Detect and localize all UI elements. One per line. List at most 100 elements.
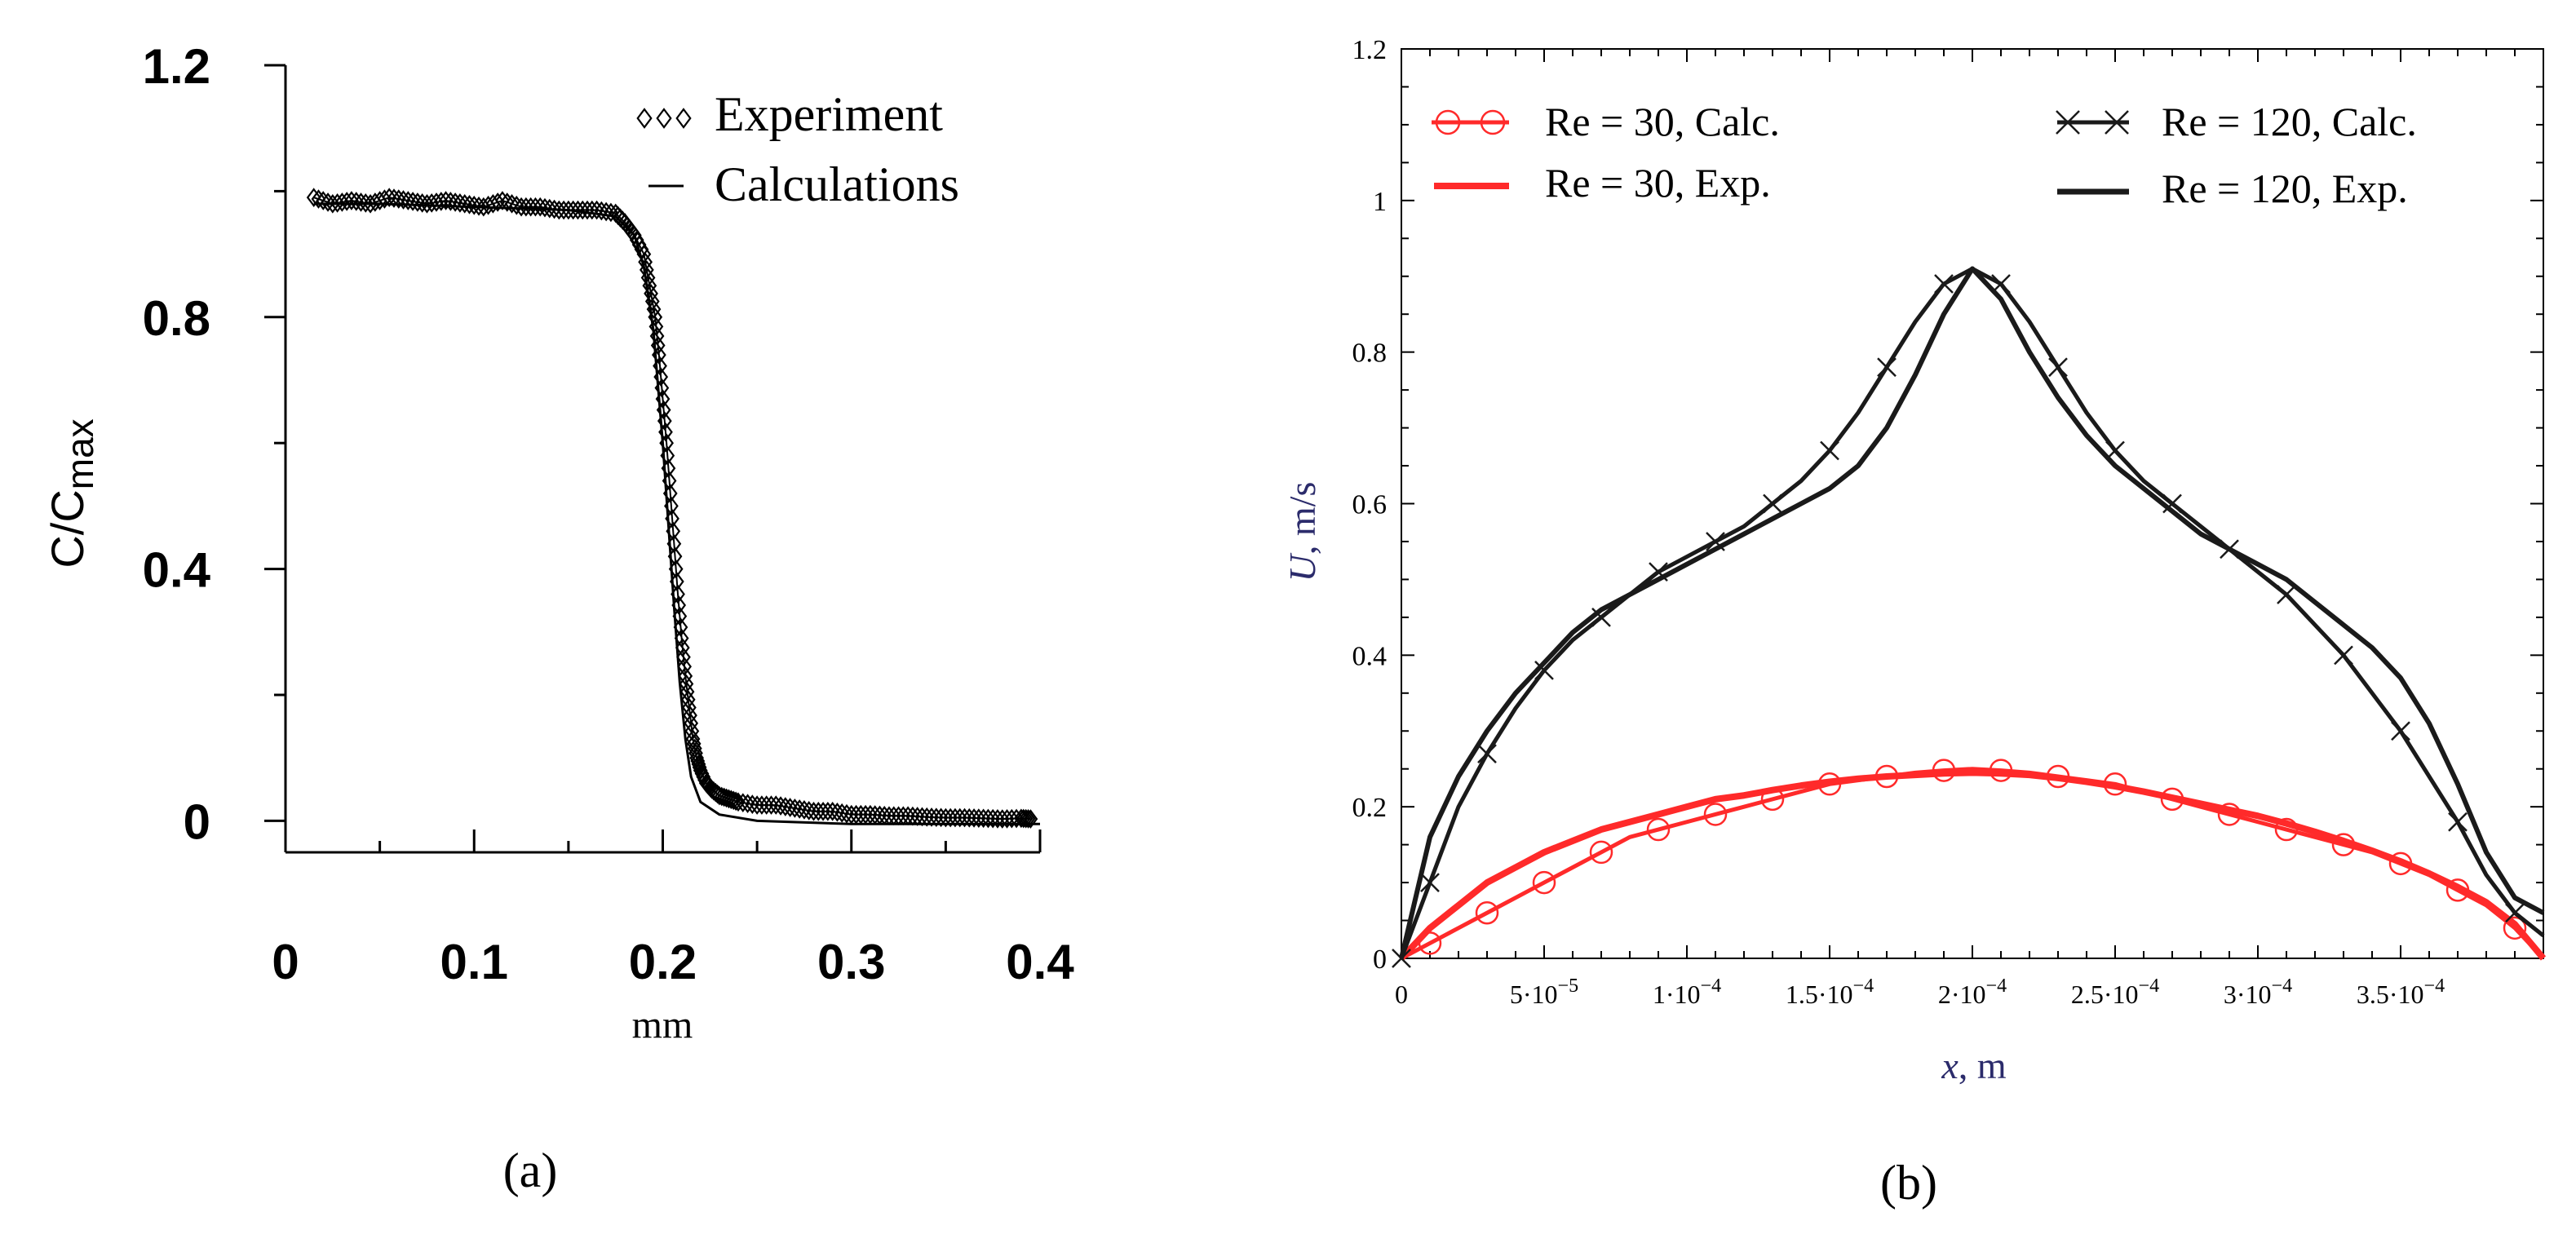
panel-b-x-tick-label: 3.5·10−4 xyxy=(2357,975,2445,1009)
series-experiment-marker xyxy=(514,197,529,217)
series-experiment-marker xyxy=(382,188,397,207)
series-experiment-marker xyxy=(518,197,533,217)
series-experiment-marker xyxy=(688,743,703,763)
series-experiment-marker xyxy=(556,200,571,220)
series-experiment-marker xyxy=(652,345,666,365)
tick-exponent: −4 xyxy=(2139,975,2160,997)
panel-b-x-tick-label: 1·10−4 xyxy=(1653,975,1721,1009)
panel-a-y-axis-label-sub: max xyxy=(59,418,101,489)
series-experiment-marker xyxy=(839,803,854,824)
series-experiment-marker xyxy=(910,807,925,826)
series-experiment-marker xyxy=(414,193,430,213)
series-re120-calc-line xyxy=(1399,266,2545,959)
series-experiment-marker xyxy=(924,807,939,827)
series-experiment-marker xyxy=(740,794,755,814)
series-experiment-marker xyxy=(659,433,674,453)
series-experiment-marker xyxy=(509,195,524,215)
series-experiment-marker xyxy=(396,190,411,210)
series-experiment-marker xyxy=(594,201,609,221)
tick-exponent: −5 xyxy=(1558,975,1579,997)
panel-b-x-tick-label: 3·10−4 xyxy=(2224,975,2292,1009)
series-experiment-marker xyxy=(589,200,604,220)
series-experiment-marker xyxy=(523,197,538,217)
series-experiment-marker xyxy=(858,804,873,825)
series-re120-calc-marker xyxy=(2048,357,2068,378)
legend-calculations-label: Calculations xyxy=(715,157,959,211)
series-experiment-marker xyxy=(685,729,701,749)
series-experiment-marker xyxy=(787,798,803,818)
series-experiment-marker xyxy=(768,795,784,815)
tick-base: 3·10 xyxy=(2224,980,2272,1009)
series-experiment-marker xyxy=(905,806,920,826)
series-experiment-marker xyxy=(654,378,670,398)
series-re30-calc-marker xyxy=(1475,901,1499,925)
series-experiment-marker xyxy=(952,807,967,828)
series-re120-calc-marker xyxy=(2162,493,2182,514)
series-experiment-marker xyxy=(533,197,548,217)
series-experiment-marker xyxy=(448,192,463,212)
panel-b-y-axis-unit: , m/s xyxy=(1281,482,1323,555)
series-experiment-marker xyxy=(667,546,683,566)
series-experiment-marker xyxy=(825,801,840,821)
tick-exponent: −4 xyxy=(1986,975,2007,997)
panel-b-x-tick-label: 0 xyxy=(1395,980,1408,1009)
series-experiment-marker xyxy=(872,805,887,825)
series-experiment-marker xyxy=(664,496,679,516)
tick-exponent: −4 xyxy=(1701,975,1722,997)
panel-a-x-tick-labels: 0 0.1 0.2 0.3 0.4 xyxy=(272,935,1074,989)
series-re30-calc-marker xyxy=(1589,840,1613,865)
series-re120-calc-marker xyxy=(1934,274,1954,294)
series-experiment-marker xyxy=(834,803,850,823)
panel-b-y-axis-label: U, m/s xyxy=(1281,482,1323,582)
series-experiment-marker xyxy=(648,316,664,337)
series-experiment-marker xyxy=(843,804,859,825)
panel-b-y-tick-labels: 0 0.2 0.4 0.6 0.8 1 1.2 xyxy=(1352,35,1388,975)
series-re120-calc-marker xyxy=(1763,493,1782,514)
series-experiment-marker xyxy=(750,795,764,815)
series-experiment-marker xyxy=(755,795,769,815)
tick-base: 3.5·10 xyxy=(2357,980,2424,1009)
series-experiment-marker xyxy=(669,572,684,591)
panel-a: 0 0.1 0.2 0.3 0.4 0 0.4 0.8 1.2 mm C/Cmax Exper… xyxy=(42,39,1074,1197)
legend-re30-exp-label: Re = 30, Exp. xyxy=(1545,160,1771,206)
legend-diamond xyxy=(675,108,692,129)
series-re120-calc-marker xyxy=(2277,585,2296,604)
series-experiment-marker xyxy=(877,806,892,825)
panel-a-y-tick-label: 0 xyxy=(184,794,210,849)
series-experiment-marker xyxy=(797,800,812,820)
tick-base: 1.5·10 xyxy=(1786,980,1853,1009)
series-experiment-marker xyxy=(735,793,750,813)
panel-b-y-tick-label: 0.4 xyxy=(1352,641,1388,671)
series-re30-calc-marker xyxy=(1646,817,1671,842)
legend-re120-exp-label: Re = 120, Exp. xyxy=(2162,166,2408,211)
legend-experiment-label: Experiment xyxy=(715,87,943,141)
series-experiment-marker xyxy=(387,188,401,208)
series-experiment-marker xyxy=(948,807,963,828)
series-experiment-marker xyxy=(680,689,696,710)
series-experiment-marker xyxy=(665,509,679,529)
series-experiment-marker xyxy=(495,191,510,210)
series-experiment-marker xyxy=(671,584,685,604)
series-re30-calc-marker xyxy=(2503,916,2527,940)
series-experiment-marker xyxy=(677,657,692,677)
series-experiment-marker xyxy=(816,801,830,821)
legend-experiment-marker-icon xyxy=(636,108,692,129)
panel-b-x-tick-label: 5·10−5 xyxy=(1510,975,1578,1009)
series-experiment-marker xyxy=(777,797,793,816)
series-re30-exp-line xyxy=(1399,769,2547,961)
series-experiment-marker xyxy=(668,559,684,579)
series-experiment-marker xyxy=(957,807,972,828)
series-experiment-marker xyxy=(306,188,321,207)
series-experiment-marker xyxy=(882,806,896,826)
panel-b-y-tick-label: 0.8 xyxy=(1352,338,1388,369)
series-experiment-marker xyxy=(570,200,586,220)
panel-b-x-tick-label: 1.5·10−4 xyxy=(1786,975,1874,1009)
panel-b-x-tick-labels: 0 5·10−5 1·10−4 1.5·10−4 2·10−4 2.5·10−4 3·10−… xyxy=(1395,975,2445,1009)
panel-a-legend: Experiment Calculations xyxy=(636,87,959,211)
series-experiment-marker xyxy=(726,790,741,811)
tick-exponent: −4 xyxy=(2424,975,2445,997)
series-experiment-marker xyxy=(745,794,760,814)
series-experiment-marker xyxy=(891,806,906,826)
series-experiment-marker xyxy=(644,284,658,303)
